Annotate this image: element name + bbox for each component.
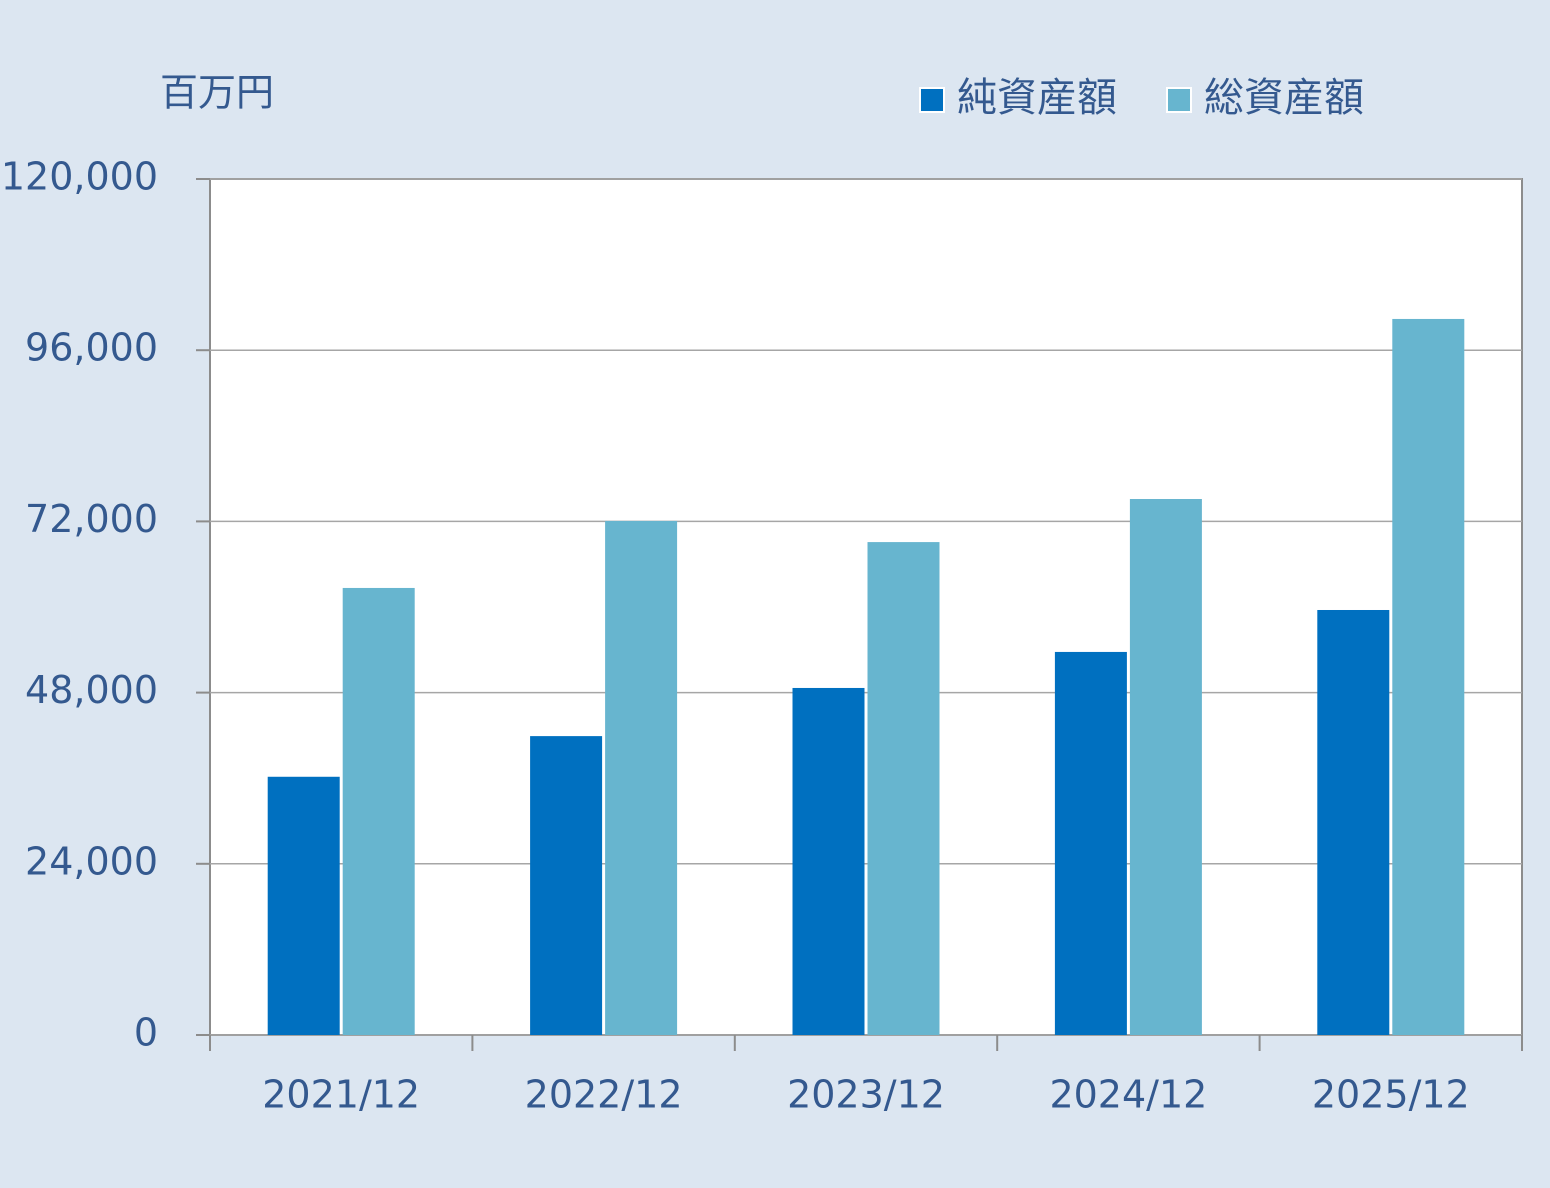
unit-label: 百万円	[160, 71, 274, 115]
plot-area	[209, 178, 1523, 1036]
bar	[792, 687, 865, 1035]
y-tick-label: 24,000	[25, 839, 158, 883]
bar	[605, 520, 678, 1035]
legend-swatch	[1166, 87, 1192, 113]
x-tick-label: 2022/12	[525, 1073, 683, 1117]
bar	[1129, 499, 1202, 1035]
y-tick-label: 48,000	[25, 668, 158, 712]
bar	[342, 587, 415, 1035]
legend-swatch	[919, 87, 945, 113]
bar	[1317, 609, 1390, 1035]
y-tick-label: 0	[134, 1011, 158, 1055]
y-tick-label: 72,000	[25, 497, 158, 541]
y-tick-label: 120,000	[1, 155, 158, 199]
legend-label: 純資産額	[957, 75, 1117, 121]
bar	[267, 776, 340, 1035]
legend-label: 総資産額	[1204, 75, 1364, 121]
bar	[530, 736, 603, 1035]
x-tick-label: 2021/12	[262, 1073, 420, 1117]
bar	[1054, 651, 1127, 1035]
bar	[1392, 318, 1465, 1035]
x-tick-label: 2024/12	[1049, 1073, 1207, 1117]
x-tick-label: 2025/12	[1312, 1073, 1470, 1117]
bar	[867, 542, 940, 1035]
y-tick-label: 96,000	[25, 326, 158, 370]
x-tick-label: 2023/12	[787, 1073, 945, 1117]
